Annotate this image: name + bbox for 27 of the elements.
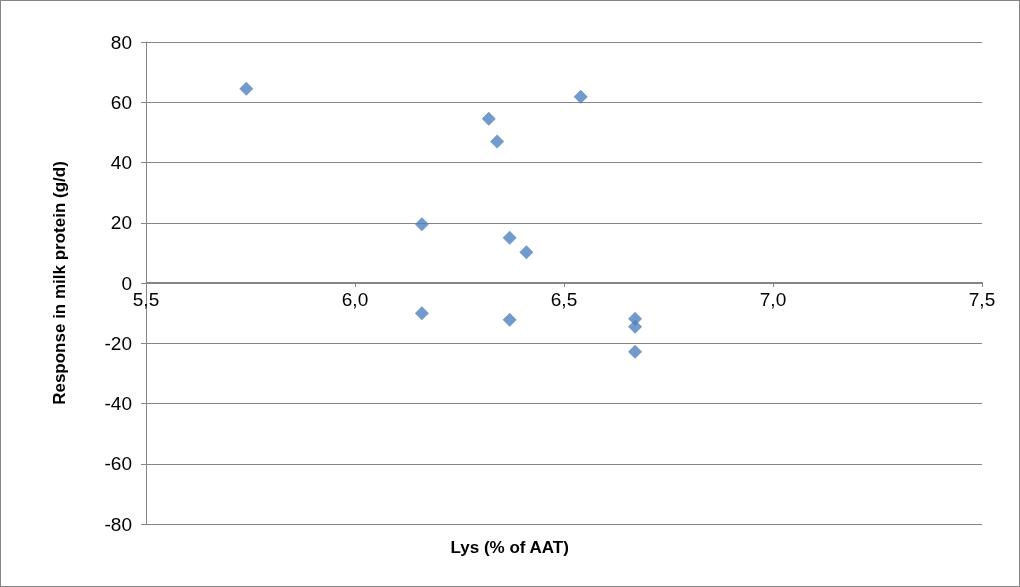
- x-tick-label: 6,0: [341, 289, 369, 310]
- point: [519, 245, 534, 260]
- y-tick-label: 80: [110, 31, 132, 53]
- y-tick-label: -40: [104, 393, 132, 414]
- point: [481, 111, 496, 126]
- point: [414, 217, 429, 232]
- point: [628, 319, 643, 334]
- y-tick-label: 20: [110, 212, 132, 234]
- point: [490, 134, 505, 149]
- point: [414, 306, 429, 321]
- x-tick-label: 7,0: [759, 289, 787, 310]
- y-tick-label: -80: [104, 513, 132, 535]
- point: [628, 344, 643, 359]
- x-axis-title: Lys (% of AAT): [450, 538, 569, 557]
- point: [239, 81, 254, 96]
- x-tick-label: 6,5: [550, 289, 578, 310]
- y-tick-label: 40: [110, 152, 132, 173]
- y-axis-title: Response in milk protein (g/d): [50, 161, 69, 405]
- point: [502, 312, 517, 327]
- x-tick-label: 7,5: [968, 289, 996, 310]
- y-tick-label: 60: [110, 91, 132, 113]
- point: [573, 89, 588, 104]
- point: [502, 230, 517, 245]
- x-tick-label: 5,5: [132, 289, 160, 310]
- y-tick-label: -20: [104, 332, 132, 354]
- y-tick-label: -60: [104, 453, 132, 475]
- y-tick-label: 0: [121, 272, 132, 294]
